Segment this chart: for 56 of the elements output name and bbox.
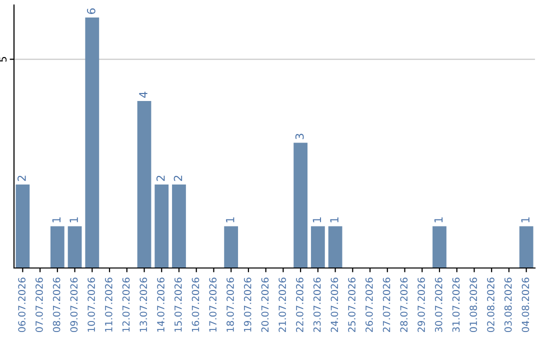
x-tick-label: 29.07.2026 [418, 278, 425, 332]
x-tick-label: 15.07.2026 [174, 278, 182, 332]
bar [137, 101, 152, 268]
x-tick-label: 12.07.2026 [122, 278, 130, 332]
data-label: 4 [139, 92, 148, 98]
bar [50, 226, 64, 268]
x-tick-label: 28.07.2026 [400, 278, 408, 332]
x-tick-label: 24.07.2026 [330, 278, 338, 332]
data-label: 2 [174, 176, 182, 181]
x-tick-label: 01.08.2026 [470, 278, 478, 332]
x-tick-label: 11.07.2026 [104, 278, 112, 332]
bar [310, 226, 325, 268]
data-label: 2 [156, 176, 165, 181]
x-tick-label: 14.07.2026 [157, 278, 164, 332]
bar [328, 226, 342, 268]
x-tick-label: 16.07.2026 [192, 278, 200, 332]
x-tick-label: 21.07.2026 [278, 278, 286, 332]
x-tick-label: 07.07.2026 [36, 278, 43, 332]
x-tick-label: 22.07.2026 [296, 278, 304, 332]
data-label: 1 [70, 217, 78, 222]
bar [294, 142, 308, 268]
x-tick-label: 31.07.2026 [452, 278, 460, 332]
x-tick-label: 27.07.2026 [382, 278, 390, 332]
data-label: 2 [18, 176, 26, 181]
x-tick-label: 17.07.2026 [209, 278, 217, 332]
data-label: 1 [52, 217, 60, 222]
data-label: 1 [434, 217, 443, 222]
bar [172, 184, 186, 268]
x-tick-label: 08.07.2026 [52, 278, 60, 332]
x-tick-label: 10.07.2026 [88, 278, 95, 332]
data-label: 3 [295, 134, 304, 140]
data-label: 1 [330, 217, 338, 222]
x-tick-label: 25.07.2026 [348, 278, 356, 332]
data-label: 1 [226, 217, 234, 222]
x-tick-label: 23.07.2026 [313, 278, 321, 332]
x-tick-label: 19.07.2026 [244, 278, 252, 332]
x-tick-label: 09.07.2026 [70, 278, 78, 332]
bar [85, 18, 100, 268]
bar [16, 184, 30, 268]
x-tick-label: 06.07.2026 [18, 278, 26, 332]
x-tick-label: 04.08.2026 [522, 278, 530, 332]
data-label: 6 [86, 8, 96, 14]
x-tick-label: 20.07.2026 [261, 278, 269, 332]
x-tick-label: 02.08.2026 [487, 278, 494, 332]
data-label: 1 [521, 217, 530, 222]
x-tick-label: 30.07.2026 [434, 278, 442, 332]
bar [432, 226, 446, 268]
x-tick-label: 13.07.2026 [140, 278, 148, 332]
bar [68, 226, 82, 268]
bar [154, 184, 169, 268]
x-tick-label: 03.08.2026 [504, 278, 512, 332]
data-label: 1 [312, 217, 321, 222]
bar [224, 226, 238, 268]
x-tick-label: 18.07.2026 [226, 278, 234, 332]
x-tick-label: 26.07.2026 [365, 278, 373, 332]
bar [519, 226, 534, 268]
